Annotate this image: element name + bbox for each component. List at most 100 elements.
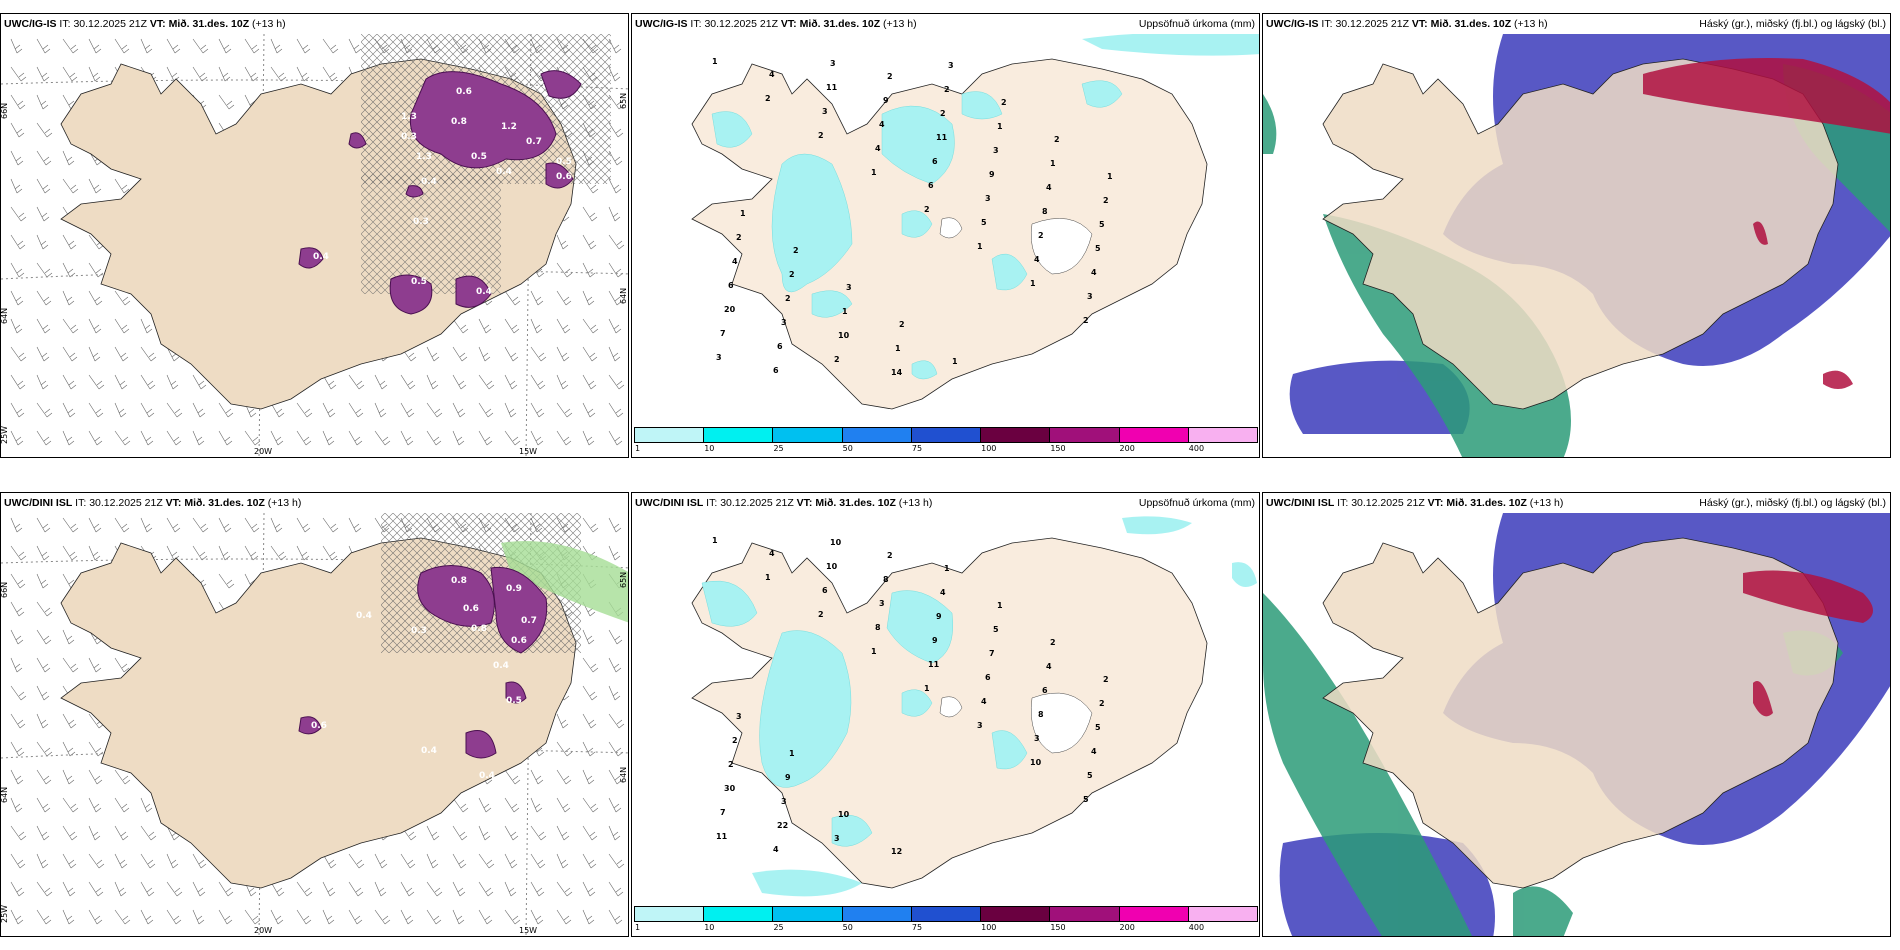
- wind-barb: [192, 517, 209, 533]
- wind-barb: [88, 66, 101, 82]
- wind-barb: [452, 318, 469, 334]
- wind-barb: [426, 402, 443, 418]
- wind-barb: [582, 685, 598, 701]
- wind-barb: [296, 66, 310, 82]
- precip-value-label: 8: [1042, 207, 1048, 216]
- precip-values: 1221211234346543761146324206391198563222…: [712, 57, 1113, 377]
- wind-barb: [270, 545, 287, 561]
- precip-value-label: 2: [789, 270, 795, 279]
- colorbar-tick-label: 200: [1119, 444, 1135, 453]
- wind-barb: [114, 909, 131, 925]
- panel-title-right: Uppsöfnuð úrkoma (mm): [1138, 497, 1255, 509]
- wind-barb: [348, 853, 365, 869]
- ice-value-label: 0.5: [411, 277, 427, 287]
- precip-value-label: 2: [785, 294, 791, 303]
- wind-barb: [36, 713, 49, 729]
- colorbar-swatch: [910, 906, 982, 922]
- wind-barb: [114, 825, 129, 841]
- precip-value-label: 2: [818, 610, 824, 619]
- wind-barb: [400, 909, 414, 925]
- wind-barb: [10, 573, 26, 589]
- wind-barb: [62, 178, 79, 194]
- wind-barb: [556, 881, 573, 897]
- precip-value-label: 6: [728, 281, 734, 290]
- precip-value-label: 3: [1087, 292, 1093, 301]
- wind-barb: [270, 430, 284, 446]
- wind-barb: [10, 262, 25, 278]
- precip-value-label: 3: [879, 599, 885, 608]
- lon-label-20w: 20W: [254, 447, 272, 456]
- wind-barb: [88, 402, 104, 418]
- colorbar-tick-label: 1: [635, 444, 641, 453]
- precip-value-label: 10: [826, 562, 838, 571]
- precip-value-label: 9: [785, 773, 791, 782]
- wind-barb: [608, 374, 625, 390]
- wind-barb: [36, 206, 50, 222]
- wind-barb: [166, 402, 183, 418]
- wind-barb: [556, 713, 569, 729]
- ice-value-label: 0.4: [421, 746, 437, 756]
- precip-value-label: 2: [1083, 316, 1089, 325]
- precip-value-label: 2: [887, 72, 893, 81]
- colorbar-tick-label: 25: [773, 923, 784, 932]
- precip-value-label: 14: [891, 368, 903, 377]
- wind-barb: [88, 374, 105, 390]
- wind-barb: [10, 769, 24, 785]
- wind-barb: [36, 402, 53, 418]
- wind-barb: [88, 346, 101, 362]
- ice-value-label: 0.8: [471, 624, 487, 634]
- wind-barb: [36, 797, 51, 813]
- colorbar-swatch: [1049, 906, 1120, 922]
- wind-barb: [218, 402, 234, 418]
- wind-barb: [114, 38, 130, 54]
- ice-value-label: 0.4: [313, 252, 329, 262]
- colorbar-swatch: [1049, 427, 1120, 443]
- precip-value-label: 4: [732, 257, 738, 266]
- wind-barb: [192, 430, 205, 446]
- colorbar-swatch: [703, 906, 774, 922]
- precip-value-label: 4: [1046, 662, 1052, 671]
- colorbar-tick-label: 75: [911, 923, 923, 932]
- precip-value-label: 9: [936, 612, 942, 621]
- wind-barb: [608, 290, 623, 306]
- wind-barb: [478, 346, 491, 362]
- wind-barb: [140, 402, 155, 418]
- wind-barb: [166, 38, 181, 54]
- wind-barb: [608, 262, 624, 278]
- wind-barb: [88, 517, 102, 533]
- wind-barb: [582, 825, 598, 841]
- wind-barb: [36, 122, 53, 138]
- precip-value-label: 8: [883, 575, 889, 584]
- precip-value-label: 1: [1030, 279, 1036, 288]
- wind-barb: [608, 685, 621, 701]
- wind-barb: [374, 909, 391, 925]
- colorbar-swatch: [1187, 427, 1258, 443]
- wind-barb: [10, 685, 27, 701]
- precip-areas: [701, 580, 1028, 847]
- wind-barb: [140, 430, 154, 446]
- wind-barb: [192, 402, 206, 418]
- wind-barb: [36, 262, 53, 278]
- colorbar-tick-label: 1: [635, 923, 641, 932]
- precip-value-label: 2: [765, 94, 771, 103]
- ice-accretion-areas: [298, 70, 582, 315]
- wind-barb: [556, 769, 572, 785]
- wind-barb: [36, 629, 52, 645]
- ice-value-label: 0.6: [556, 172, 572, 182]
- wind-barb: [348, 909, 363, 925]
- wind-barb: [426, 430, 442, 446]
- wind-barb: [88, 657, 102, 673]
- wind-barb: [36, 573, 49, 589]
- wind-barb: [608, 545, 621, 561]
- precip-value-label: 4: [981, 697, 987, 706]
- ice-value-label: 0.7: [526, 137, 542, 147]
- wind-barb: [296, 881, 313, 897]
- precip-value-label: 4: [769, 70, 775, 79]
- wind-barb: [36, 825, 50, 841]
- wind-barb: [478, 430, 493, 446]
- wind-barb: [608, 629, 623, 645]
- precip-value-label: 2: [1099, 699, 1105, 708]
- wind-barb: [62, 374, 77, 390]
- wind-barb: [530, 346, 547, 362]
- wind-barb: [244, 545, 259, 561]
